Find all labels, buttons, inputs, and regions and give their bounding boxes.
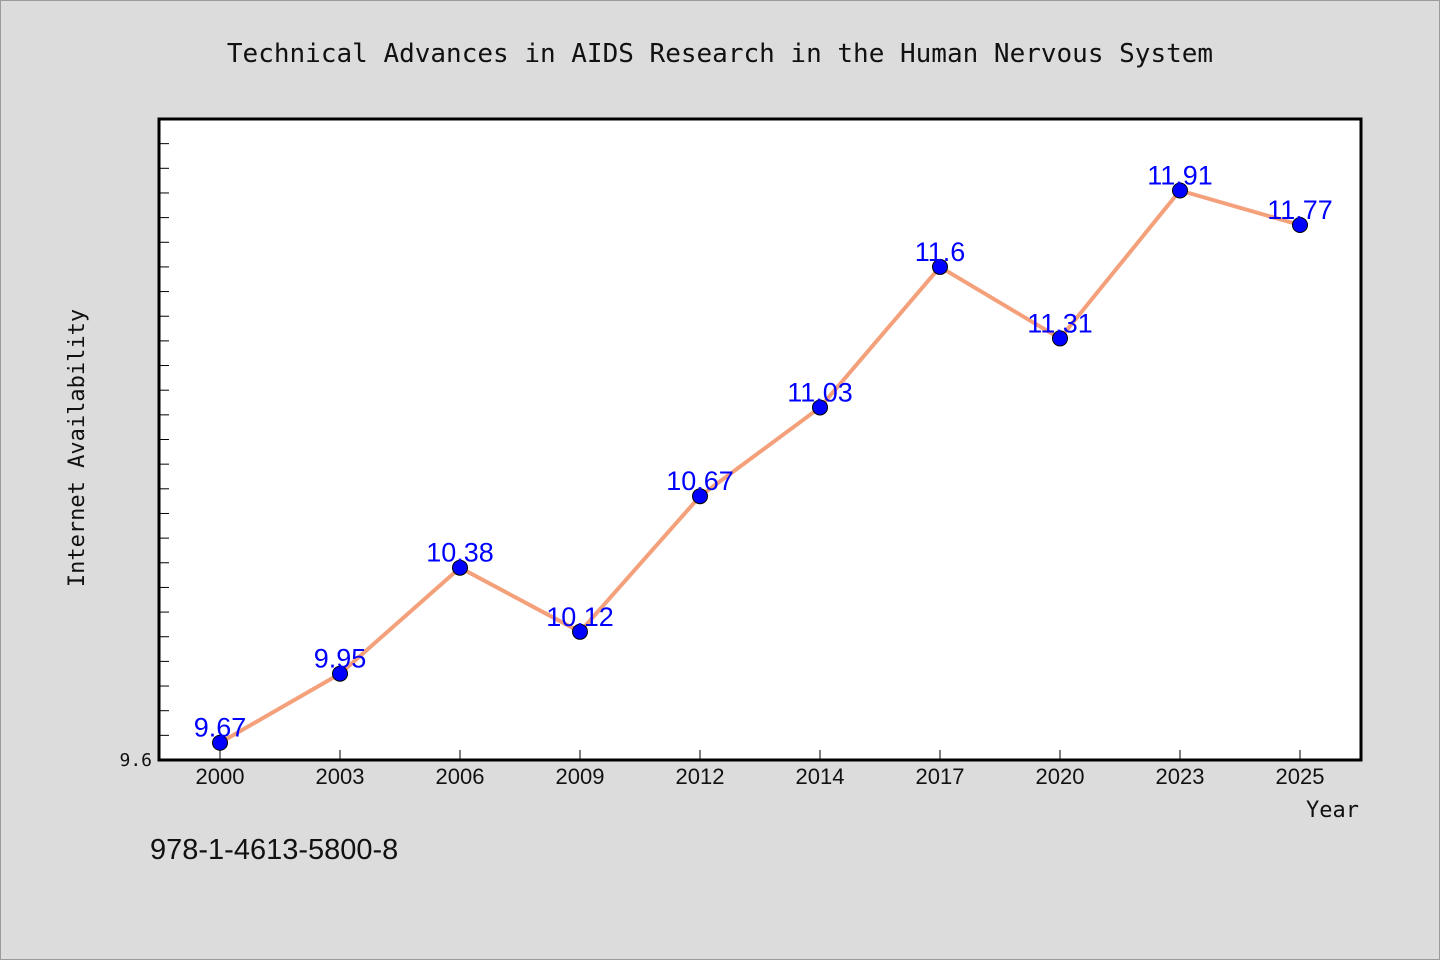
data-label: 11.91 bbox=[1147, 160, 1213, 190]
y-axis-label: Internet Availability bbox=[65, 309, 90, 587]
data-point bbox=[212, 734, 228, 751]
x-tick-label: 2006 bbox=[436, 764, 485, 789]
x-tick-label: 2014 bbox=[796, 764, 845, 789]
data-label: 10.38 bbox=[426, 538, 494, 568]
data-label: 11.31 bbox=[1027, 308, 1093, 338]
x-tick-label: 2023 bbox=[1156, 764, 1205, 789]
data-point bbox=[812, 399, 828, 416]
isbn-text: 978-1-4613-5800-8 bbox=[150, 834, 399, 866]
data-label: 10.12 bbox=[546, 602, 614, 632]
y-tick-label: 9.6 bbox=[119, 750, 152, 771]
data-label: 11.03 bbox=[787, 377, 853, 407]
data-label: 10.67 bbox=[666, 466, 734, 496]
data-point bbox=[452, 559, 468, 576]
x-tick-label: 2020 bbox=[1036, 764, 1085, 789]
data-point bbox=[1052, 330, 1068, 347]
chart-title: Technical Advances in AIDS Research in t… bbox=[227, 39, 1213, 69]
plot-area bbox=[157, 117, 1363, 762]
data-point bbox=[1292, 217, 1308, 234]
x-tick-label: 2025 bbox=[1276, 764, 1325, 789]
data-label: 9.67 bbox=[194, 713, 247, 743]
data-label: 11.77 bbox=[1267, 195, 1333, 225]
series-layer: 9.67 9.95 10.38 10.12 10.67 11.03 11.6 11.31 11.… bbox=[194, 160, 1333, 751]
x-tick-label: 2009 bbox=[556, 764, 605, 789]
series-line bbox=[219, 188, 1301, 745]
data-point bbox=[572, 623, 588, 640]
x-tick-label: 2012 bbox=[676, 764, 725, 789]
data-point bbox=[332, 665, 348, 682]
x-axis-label: Year bbox=[1306, 798, 1359, 823]
data-point bbox=[692, 488, 708, 505]
y-axis-ticks: 9.6 bbox=[119, 143, 169, 771]
x-axis-ticks: 2000 2003 2006 2009 2012 2014 2017 2020 2023 2025 bbox=[196, 750, 1325, 789]
data-label: 11.6 bbox=[915, 237, 966, 267]
data-point bbox=[1172, 182, 1188, 199]
x-tick-label: 2000 bbox=[196, 764, 245, 789]
x-tick-label: 2003 bbox=[316, 764, 365, 789]
data-label: 9.95 bbox=[314, 644, 367, 674]
data-point bbox=[932, 258, 948, 275]
x-tick-label: 2017 bbox=[916, 764, 965, 789]
